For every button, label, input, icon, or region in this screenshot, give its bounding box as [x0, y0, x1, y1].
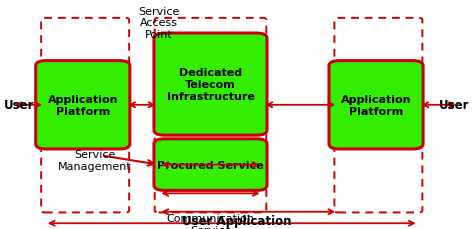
FancyBboxPatch shape [329, 61, 423, 149]
Text: Procured Service: Procured Service [157, 160, 264, 170]
Text: Application
Platform: Application Platform [341, 95, 412, 116]
Text: User Application: User Application [182, 214, 291, 227]
FancyBboxPatch shape [35, 61, 130, 149]
Text: Application
Platform: Application Platform [47, 95, 118, 116]
Text: Communication
Service: Communication Service [166, 213, 254, 229]
FancyBboxPatch shape [154, 34, 267, 136]
Text: User: User [4, 99, 34, 112]
Text: Service
Management: Service Management [58, 150, 131, 171]
FancyBboxPatch shape [154, 139, 267, 191]
Text: User: User [439, 99, 469, 112]
Text: Dedicated
Telecom
Infrastructure: Dedicated Telecom Infrastructure [166, 68, 254, 101]
Text: Service
Access
Point: Service Access Point [138, 7, 179, 40]
